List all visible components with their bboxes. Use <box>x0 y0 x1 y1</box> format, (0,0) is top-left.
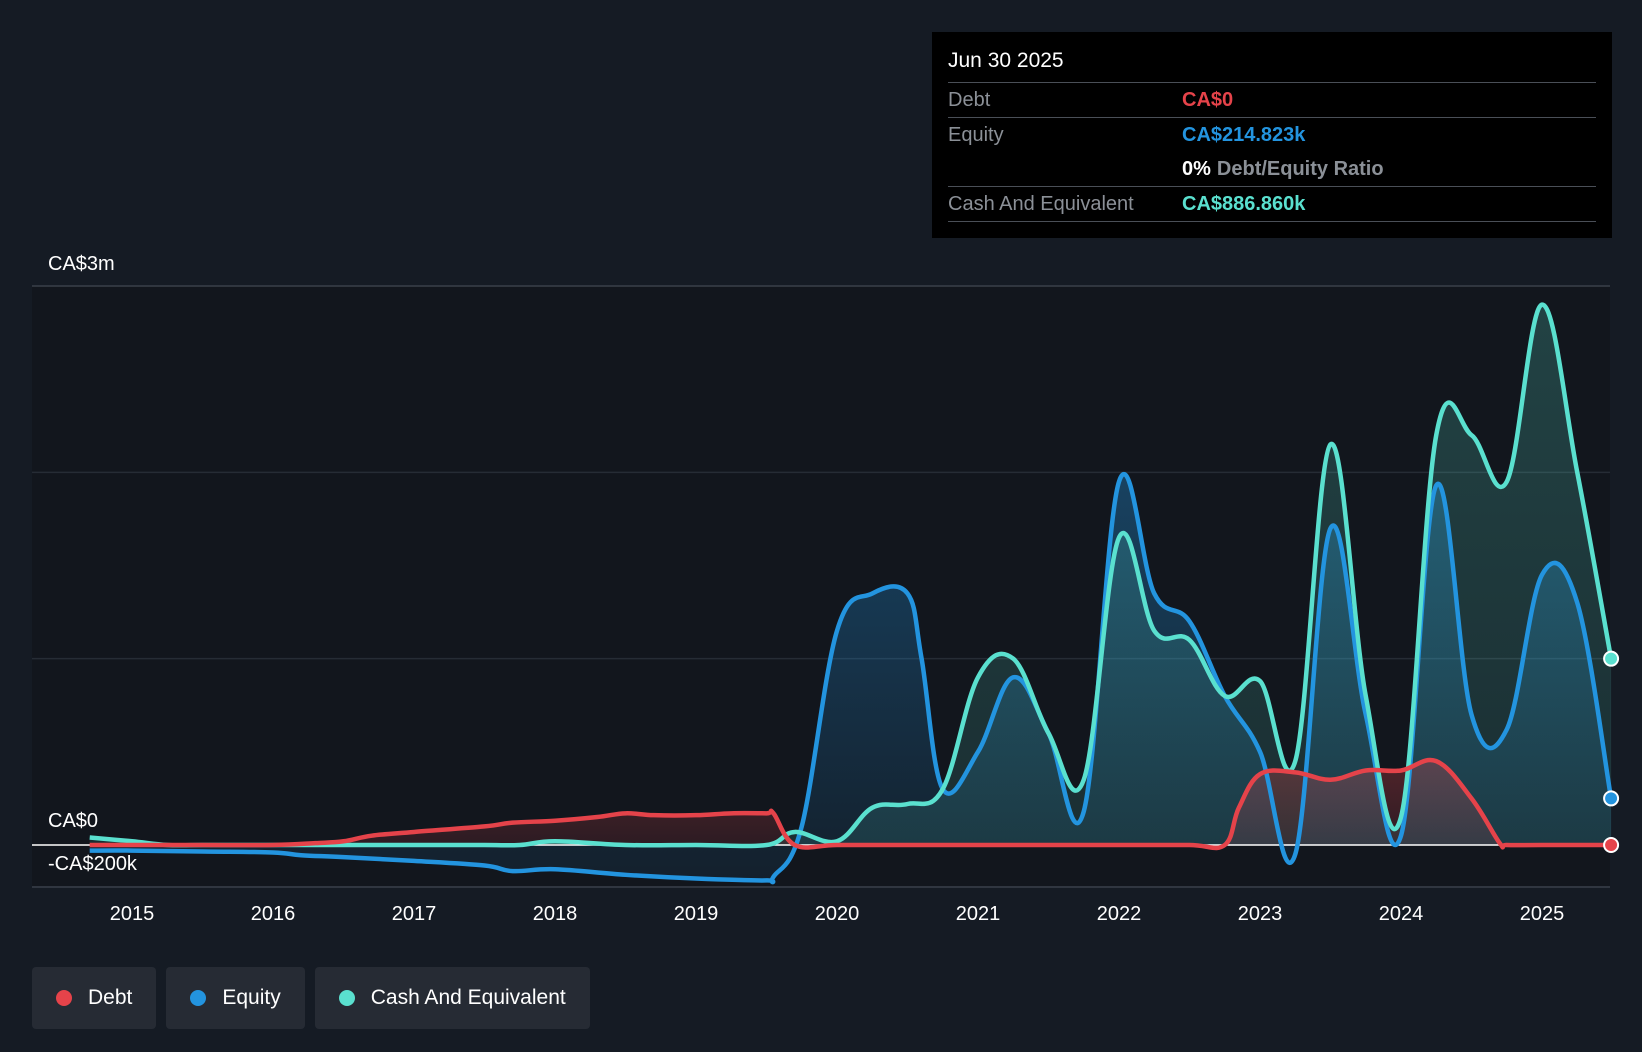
x-tick-label: 2021 <box>956 903 1001 925</box>
marker-debt <box>1603 837 1620 853</box>
tooltip-cash-row: Cash And Equivalent CA$886.860k <box>948 186 1596 222</box>
legend-label-cash: Cash And Equivalent <box>370 986 566 1009</box>
x-tick-label: 2017 <box>392 903 437 925</box>
tooltip-ratio-row: 0% Debt/Equity Ratio <box>948 152 1596 186</box>
tooltip-ratio-value: 0% <box>1182 158 1211 180</box>
y-label-bottom: -CA$200k <box>48 853 138 875</box>
tooltip-cash-value: CA$886.860k <box>1182 193 1306 215</box>
series-areas <box>89 304 1612 883</box>
legend-dot-equity <box>190 990 207 1006</box>
x-tick-label: 2019 <box>674 903 719 925</box>
tooltip-debt-value: CA$0 <box>1182 89 1234 111</box>
legend-label-debt: Debt <box>88 986 133 1009</box>
x-tick-label: 2025 <box>1520 903 1565 925</box>
y-label-zero: CA$0 <box>48 810 98 832</box>
tooltip-debt-label: Debt <box>948 89 991 111</box>
chart-legend: Debt Equity Cash And Equivalent <box>32 967 590 1029</box>
x-tick-label: 2016 <box>251 903 296 925</box>
area-cash <box>89 304 1612 847</box>
line-debt <box>89 757 1612 851</box>
tooltip-equity-value: CA$214.823k <box>1182 124 1306 146</box>
tooltip-equity-row: Equity CA$214.823k <box>948 117 1596 152</box>
tooltip-equity-label: Equity <box>948 124 1004 146</box>
x-tick-label: 2020 <box>815 903 860 925</box>
marker-cash <box>1603 650 1620 667</box>
x-tick-label: 2018 <box>533 903 578 925</box>
marker-equity <box>1603 790 1620 807</box>
x-tick-label: 2024 <box>1379 903 1424 925</box>
line-cash <box>89 302 1614 849</box>
legend-dot-debt <box>56 990 72 1006</box>
tooltip-debt-row: Debt CA$0 <box>948 82 1596 117</box>
x-tick-label: 2023 <box>1238 903 1283 925</box>
tooltip-cash-label: Cash And Equivalent <box>948 193 1134 215</box>
legend-item-cash[interactable]: Cash And Equivalent <box>314 967 590 1029</box>
legend-item-equity[interactable]: Equity <box>166 967 305 1029</box>
end-markers <box>1603 650 1620 853</box>
x-tick-label: 2015 <box>110 903 155 925</box>
x-tick-label: 2022 <box>1097 903 1142 925</box>
series-lines <box>89 302 1614 885</box>
x-axis-ticks: 2015 2016 2017 2018 2019 2020 2021 2022 2023 2024… <box>110 903 1565 925</box>
legend-label-equity: Equity <box>222 986 281 1009</box>
tooltip-panel: Jun 30 2025 Debt CA$0 Equity CA$214.823k… <box>932 32 1612 238</box>
tooltip-ratio-label: Debt/Equity Ratio <box>1216 158 1384 180</box>
area-debt <box>89 759 1612 848</box>
legend-item-debt[interactable]: Debt <box>32 967 157 1029</box>
y-label-top: CA$3m <box>48 253 115 275</box>
legend-dot-cash <box>338 990 355 1006</box>
tooltip-date: Jun 30 2025 <box>948 49 1064 72</box>
